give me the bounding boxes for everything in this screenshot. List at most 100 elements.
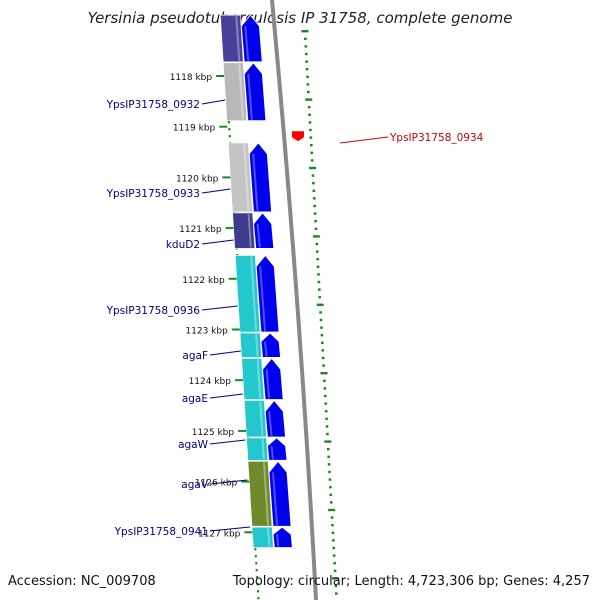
gc-dot-outer [329, 486, 332, 489]
gc-dot-outer [317, 273, 320, 276]
gc-dot-outer [324, 410, 328, 413]
tick-label: 1120 kbp [176, 174, 219, 184]
cog-highlight [261, 438, 265, 460]
gc-dot-outer [306, 75, 309, 78]
cds-arrow-agaw [264, 399, 286, 438]
gc-dot-outer [319, 318, 323, 322]
gc-dot-outer [309, 166, 317, 170]
cog-highlight [256, 359, 262, 399]
gene-label-leader [201, 305, 238, 311]
cog-segment-ypsip31758-0936 [234, 255, 261, 333]
cog-segment-ypsip31758-0932 [222, 62, 248, 121]
gc-dot-outer [327, 455, 330, 458]
cog-segment [251, 526, 274, 548]
gc-dot-outer [301, 30, 309, 33]
gc-dot-outer [332, 539, 335, 542]
cog-segment-agaw [243, 400, 267, 438]
cds-arrow-agav [267, 437, 288, 461]
cog-highlight [247, 213, 252, 248]
gc-dot-outer [305, 60, 308, 63]
tick-label: 1122 kbp [182, 276, 225, 286]
gc-dot-inner [228, 128, 231, 131]
gc-dot-inner [254, 555, 257, 558]
gc-dot-outer [328, 478, 332, 481]
tick-label: 1123 kbp [185, 327, 228, 337]
gc-dot-outer [314, 227, 318, 230]
gc-dot-outer [316, 303, 324, 306]
gene-label-leader-reverse [339, 136, 389, 144]
gc-dot-outer [307, 106, 311, 109]
gc-dot-outer [323, 387, 327, 390]
tick-label: 1119 kbp [173, 124, 216, 134]
gc-dot-outer [325, 425, 329, 428]
gc-dot-outer [320, 326, 323, 329]
gc-dot-outer [305, 98, 313, 101]
cog-segment-ypsip31758-0933 [227, 142, 253, 213]
cog-segment-agae [241, 358, 265, 400]
gc-dot-outer [331, 531, 335, 534]
gene-label-ypsip31758-0934: YpsIP31758_0934 [389, 132, 484, 144]
cds-arrow-agae [262, 357, 284, 400]
cds-highlight [264, 341, 268, 357]
cds-highlight [276, 534, 280, 547]
gene-label-leader [209, 439, 246, 445]
gene-label-agaw: agaW [178, 439, 209, 451]
gene-label-ypsip31758-0933: YpsIP31758_0933 [106, 188, 200, 200]
cog-segment-agav [246, 437, 269, 461]
gc-dot-outer [309, 136, 313, 139]
gc-dot-outer [314, 220, 317, 223]
gene-label-leader [209, 350, 241, 356]
cog-highlight [243, 143, 250, 211]
gc-dot-outer [331, 524, 334, 527]
gc-dot-outer [329, 493, 333, 496]
cds-track [240, 14, 304, 548]
gc-dot-outer [315, 250, 319, 253]
gc-dot-outer [320, 372, 328, 375]
gc-dot-outer [310, 151, 314, 154]
gc-dot-outer [318, 288, 321, 291]
cog-color-track [220, 14, 274, 548]
gc-dot-outer [313, 212, 317, 215]
backbone-line [270, 0, 318, 600]
gc-dot-inner [257, 597, 260, 600]
cds-arrow [240, 14, 263, 63]
gene-label-ypsip31758-0936: YpsIP31758_0936 [106, 305, 201, 317]
gc-dot-outer [323, 394, 327, 398]
map-title: Yersinia pseudotuberculosis IP 31758, co… [87, 9, 513, 27]
gc-dot-outer [312, 189, 316, 192]
gc-dot-outer [333, 569, 337, 572]
tick-label: 1127 kbp [198, 529, 241, 539]
tick-label: 1118 kbp [170, 73, 213, 83]
gc-dot-outer [304, 37, 307, 40]
cds-highlight [268, 411, 273, 437]
cds-arrow-agaf [260, 332, 281, 358]
gc-dot-outer [327, 463, 331, 466]
gene-label-agae: agaE [182, 393, 208, 405]
cds-arrow-ypsip31758-0933 [248, 142, 272, 213]
cds-arrow-ypsip31758-0934 [292, 131, 304, 142]
gc-dot-outer [316, 265, 320, 268]
gc-dot-outer [334, 584, 338, 588]
gc-dot-inner [227, 121, 230, 124]
gene-labels: YpsIP31758_0932 YpsIP31758_0933 kduD2 YpsIP… [106, 99, 484, 538]
gc-dot-outer [332, 546, 336, 550]
cog-segment-agaf [239, 332, 262, 358]
gene-label-kdud2: kduD2 [166, 239, 200, 251]
gc-dot-outer [325, 417, 328, 420]
cog-highlight [263, 462, 270, 526]
gc-dot-outer [305, 68, 309, 71]
gc-dot-outer [326, 448, 330, 451]
gene-label-leader [209, 526, 251, 532]
gene-label-leader [209, 479, 248, 485]
gc-dot-outer [304, 45, 308, 48]
cds-highlight [272, 472, 279, 526]
backbone [270, 0, 318, 600]
cds-arrow-ypsip31758-0932 [243, 62, 267, 122]
gc-dot-outer [321, 349, 325, 352]
gc-dot-outer [309, 128, 312, 132]
gc-dot-outer [332, 554, 336, 557]
gc-dot-inner [255, 569, 258, 572]
gc-dot-inner [255, 562, 258, 565]
